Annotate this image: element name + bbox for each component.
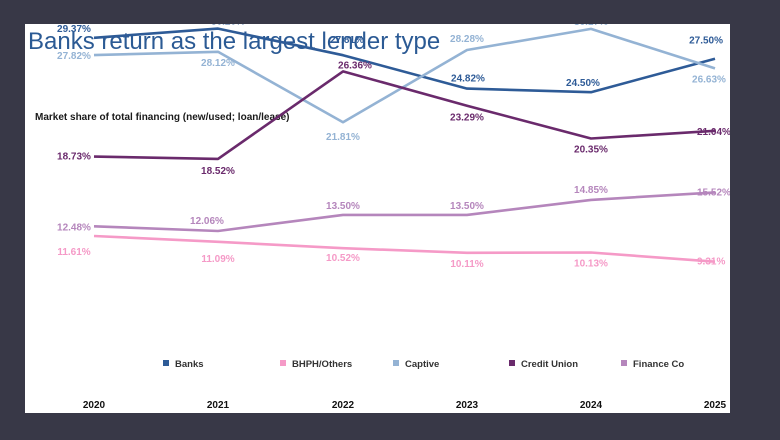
data-label-finance-co: 13.50%: [326, 201, 360, 212]
data-label-credit-union: 20.35%: [574, 144, 608, 155]
data-label-bhph-others: 10.11%: [450, 259, 483, 270]
legend-label-credit-union: Credit Union: [521, 359, 578, 370]
data-label-captive: 26.63%: [692, 74, 726, 85]
data-label-credit-union: 18.52%: [201, 166, 235, 177]
data-label-finance-co: 12.06%: [190, 216, 224, 227]
chart-subtitle: Market share of total financing (new/use…: [35, 112, 290, 123]
legend-swatch-captive: [393, 360, 399, 366]
legend-swatch-bhph-others: [280, 360, 286, 366]
data-label-finance-co: 13.50%: [450, 201, 484, 212]
series-line-credit-union: [93, 70, 716, 161]
legend-label-bhph-others: BHPH/Others: [292, 359, 352, 370]
data-label-finance-co: 15.52%: [697, 187, 730, 198]
data-label-captive: 30.17%: [574, 24, 608, 28]
series-line-captive: [93, 27, 716, 124]
data-label-bhph-others: 10.13%: [574, 259, 608, 270]
legend-label-captive: Captive: [405, 359, 439, 370]
x-tick-label: 2024: [580, 400, 603, 411]
data-label-bhph-others: 11.09%: [201, 254, 234, 265]
data-label-captive: 27.82%: [57, 51, 91, 62]
data-label-credit-union: 21.04%: [697, 127, 730, 138]
data-label-banks: 27.81%: [330, 35, 364, 46]
legend-swatch-finance-co: [621, 360, 627, 366]
data-label-captive: 28.12%: [201, 58, 235, 69]
data-label-credit-union: 26.36%: [338, 60, 372, 71]
data-label-finance-co: 12.48%: [57, 222, 91, 233]
x-tick-label: 2022: [332, 400, 355, 411]
series-line-finance-co: [93, 191, 716, 233]
legend-swatch-credit-union: [509, 360, 515, 366]
legend-swatch-banks: [163, 360, 169, 366]
x-tick-label: 2025: [704, 400, 727, 411]
series-line-bhph-others: [93, 234, 716, 263]
data-label-captive: 21.81%: [326, 132, 360, 143]
data-label-bhph-others: 11.61%: [57, 247, 90, 258]
data-label-banks: 27.50%: [689, 36, 723, 47]
legend-label-banks: Banks: [175, 359, 204, 370]
legend-label-finance-co: Finance Co: [633, 359, 684, 370]
data-label-credit-union: 23.29%: [450, 113, 484, 124]
data-label-bhph-others: 10.52%: [326, 253, 360, 264]
x-tick-label: 2023: [456, 400, 479, 411]
data-label-banks: 24.82%: [451, 74, 485, 85]
data-label-credit-union: 18.73%: [57, 152, 91, 163]
data-label-finance-co: 14.85%: [574, 185, 608, 196]
data-label-bhph-others: 9.31%: [697, 257, 725, 268]
series-line-banks: [93, 27, 716, 94]
x-tick-label: 2021: [207, 400, 230, 411]
data-label-captive: 28.28%: [450, 34, 484, 45]
data-label-banks: 30.20%: [211, 24, 245, 28]
x-tick-label: 2020: [83, 400, 106, 411]
data-label-banks: 24.50%: [566, 78, 600, 89]
data-label-banks: 29.37%: [57, 24, 91, 35]
line-chart: 29.37% 30.20% 27.81% 24.82% 24.50% 27.50% 11.6…: [57, 24, 730, 411]
slide: Banks return as the largest lender type …: [25, 24, 730, 413]
